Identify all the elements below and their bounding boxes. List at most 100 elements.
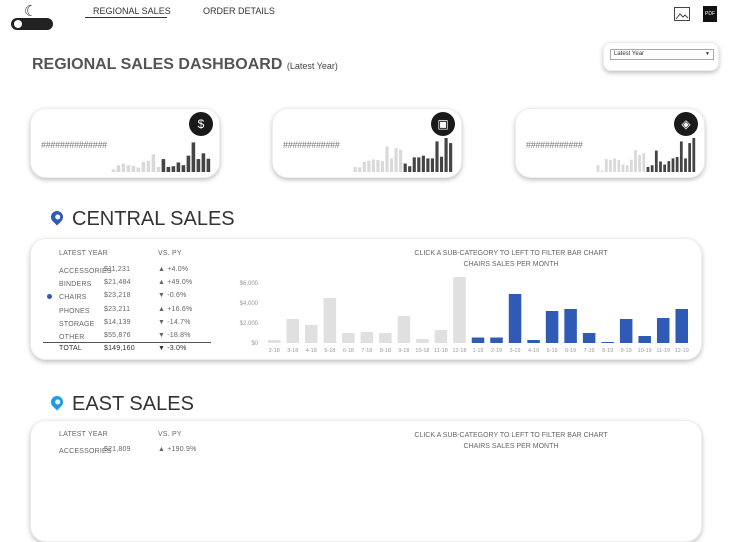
bar-3-18[interactable] [286,319,300,343]
spark-bar [181,165,186,172]
spark-bar [621,164,625,172]
row-label[interactable]: CHAIRS [59,294,87,302]
year-select[interactable]: Latest Year ▼ [610,49,714,60]
spark-bar [596,165,600,172]
spark-bar [430,158,435,172]
bar-4-18[interactable] [305,325,318,343]
spark-bar [684,158,687,172]
spark-bar [156,166,161,172]
x-tick-label: 12-19 [675,348,689,354]
bar-3-19[interactable] [508,294,522,343]
tab-order-details[interactable]: ORDER DETAILS [203,6,275,16]
spark-bar [449,143,453,172]
row-label[interactable]: ACCESSORIES [59,268,112,275]
spark-bar [146,160,151,172]
bar-7-18[interactable] [360,332,374,343]
bar-2-18[interactable] [268,340,281,343]
spark-bar [642,153,646,172]
spark-bar [634,149,637,172]
bar-9-19[interactable] [619,319,633,343]
spark-bar [613,158,617,172]
bar-2-19[interactable] [490,337,503,344]
spark-bar [151,154,156,172]
y-tick-label: $0 [251,341,258,347]
row-value: $21,484 [104,279,131,287]
x-tick-label: 7-19 [584,348,595,354]
y-tick-label: $2,000 [240,321,259,327]
x-tick-label: 5-18 [324,348,335,354]
bar-7-19[interactable] [582,333,596,343]
total-change: ▼ -3.0% [158,345,187,352]
bar-10-18[interactable] [416,339,429,343]
row-change: ▼ -0.6% [158,292,187,300]
kpi-sparkline [353,138,453,172]
bar-11-19[interactable] [656,318,670,343]
spark-bar [399,149,403,172]
kpi-value: ############ [526,140,583,150]
spark-bar [671,158,675,172]
total-value: $149,160 [104,345,135,352]
spark-bar [376,160,380,172]
x-tick-label: 8-19 [602,348,613,354]
x-tick-label: 8-18 [380,348,391,354]
spark-bar [617,160,621,172]
bar-4-19[interactable] [527,340,540,343]
x-tick-label: 10-19 [638,348,652,354]
spark-bar [353,166,357,172]
y-tick-label: $6,000 [240,281,259,287]
spark-bar [171,166,176,172]
x-tick-label: 9-19 [621,348,632,354]
spark-bar [654,150,658,172]
bar-5-19[interactable] [545,311,559,343]
bar-8-19[interactable] [601,342,614,343]
row-label[interactable]: STORAGE [59,320,95,328]
spark-bar [166,166,171,172]
bar-6-18[interactable] [342,333,355,343]
row-value: $55,876 [104,332,131,339]
row-label[interactable]: PHONES [59,307,90,315]
bar-5-18[interactable] [323,298,337,343]
chevron-down-icon: ▼ [705,51,710,57]
bar-9-18[interactable] [397,316,411,343]
pdf-icon[interactable]: PDF [703,6,717,22]
tab-regional-sales[interactable]: REGIONAL SALES [93,6,171,16]
theme-toggle[interactable] [11,18,53,30]
bar-11-18[interactable] [434,330,448,343]
row-value: $11,231 [104,266,131,273]
moon-icon: ☾ [24,3,38,20]
spark-bar [650,165,654,172]
kpi-card-orders: ############ ▣ [272,108,462,178]
total-divider [43,342,211,343]
spark-bar [131,165,136,172]
x-tick-label: 3-19 [510,348,521,354]
x-tick-label: 4-18 [306,348,317,354]
spark-bar [675,157,679,172]
x-tick-label: 10-18 [415,348,429,354]
row-change: ▲ +16.6% [158,305,193,313]
row-label[interactable]: BINDERS [59,281,92,289]
spark-bar [679,141,683,172]
bar-8-18[interactable] [379,333,392,343]
bar-1-19[interactable] [471,337,485,344]
bar-10-19[interactable] [638,336,651,343]
spark-bar [435,141,439,172]
x-tick-label: 4-19 [528,348,539,354]
col-header-vs-py: VS. PY [158,431,182,438]
bar-12-19[interactable] [675,309,688,343]
spark-bar [367,160,371,172]
spark-bar [688,143,692,172]
x-tick-label: 11-18 [434,348,448,354]
kpi-value: ############## [41,140,107,150]
row-label[interactable]: ACCESSORIES [59,448,112,455]
row-label[interactable]: OTHER [59,334,85,341]
spark-bar [136,167,141,172]
row-change: ▼ -18.8% [158,332,191,339]
image-icon[interactable] [674,7,690,21]
bar-12-18[interactable] [453,277,466,343]
spark-bar [412,157,416,172]
bar-6-19[interactable] [564,309,577,343]
chart-title: CHAIRS SALES PER MONTH [463,261,559,268]
spark-bar [126,165,131,172]
spark-bar [408,166,412,172]
y-tick-label: $4,000 [240,301,259,307]
